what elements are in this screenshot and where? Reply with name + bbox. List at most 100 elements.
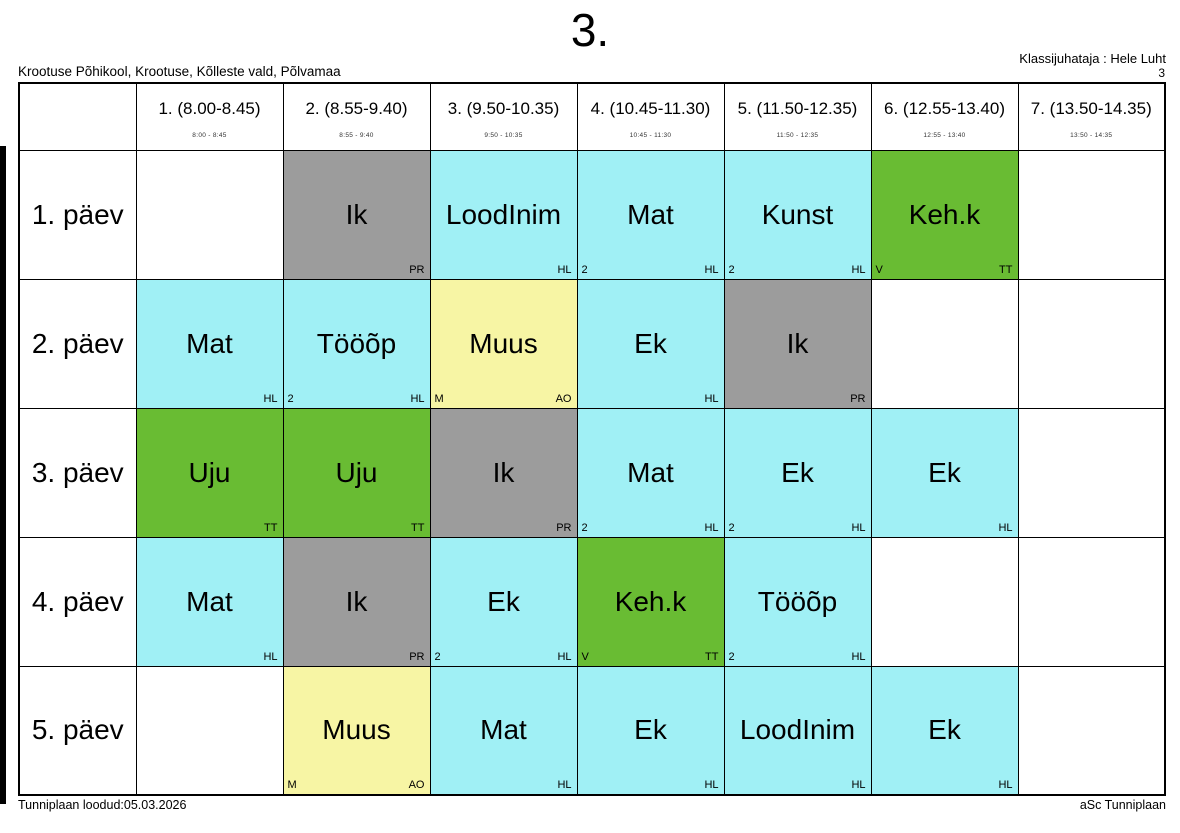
- lesson-cell: Muus M AO: [282, 665, 431, 796]
- period-time: 9:50 - 10:35: [484, 131, 523, 139]
- lesson-subject: Tööõp: [316, 327, 397, 359]
- footer-brand: aSc Tunniplaan: [1079, 798, 1166, 812]
- timetable-row: 4. päev Mat HL Ik PR Ek 2 HL Keh.k V TT Tööõp 2 HL: [18, 536, 1166, 667]
- day-label: 5. päev: [18, 665, 137, 796]
- corner-cell: [18, 82, 137, 151]
- timetable-row: 5. päev Muus M AO Mat HL Ek HL LoodInim HL Ek HL: [18, 665, 1166, 796]
- day-label: 1. päev: [18, 149, 137, 280]
- lesson-subject: Ek: [487, 585, 520, 617]
- teacher-code: HL: [704, 392, 719, 405]
- lesson-subject: Ek: [634, 327, 667, 359]
- teacher-code: AO: [555, 392, 572, 405]
- lesson-cell: Uju TT: [282, 407, 431, 538]
- lesson-cell: Ik PR: [282, 536, 431, 667]
- teacher-code: HL: [557, 779, 572, 791]
- teacher-code: TT: [705, 650, 719, 663]
- empty-cell: [870, 278, 1019, 409]
- period-label: 4. (10.45-11.30): [590, 98, 711, 118]
- period-header: 7. (13.50-14.35) 13:50 - 14:35: [1017, 82, 1166, 151]
- lesson-cell: LoodInim HL: [723, 665, 872, 796]
- lesson-subject: Ek: [928, 456, 961, 488]
- timetable-row: 2. päev Mat HL Tööõp 2 HL Muus M AO Ek HL Ik PR: [18, 278, 1166, 409]
- lesson-cell: Ek 2 HL: [723, 407, 872, 538]
- teacher-code: PR: [850, 392, 866, 405]
- lesson-cell: Ik PR: [723, 278, 872, 409]
- teacher-code: HL: [704, 263, 719, 276]
- group-code: V: [875, 263, 883, 276]
- lesson-subject: Muus: [322, 714, 391, 746]
- group-code: 2: [728, 650, 735, 663]
- empty-cell: [135, 665, 284, 796]
- group-code: M: [287, 779, 297, 791]
- lesson-subject: Tööõp: [757, 585, 838, 617]
- lesson-cell: Ek HL: [870, 407, 1019, 538]
- header-row: 1. (8.00-8.45) 8:00 - 8:45 2. (8.55-9.40) 8…: [18, 82, 1166, 151]
- empty-cell: [1017, 149, 1166, 280]
- teacher-code: HL: [704, 779, 719, 791]
- lesson-cell: Ek HL: [870, 665, 1019, 796]
- group-code: 2: [434, 650, 441, 663]
- teacher-code: HL: [557, 263, 572, 276]
- teacher-code: TT: [999, 263, 1013, 276]
- lesson-cell: Tööõp 2 HL: [723, 536, 872, 667]
- group-code: 2: [287, 392, 294, 405]
- lesson-subject: Keh.k: [908, 198, 981, 230]
- teacher-code: HL: [851, 650, 866, 663]
- lesson-subject: Mat: [480, 714, 527, 746]
- group-code: 2: [581, 263, 588, 276]
- teacher-code: HL: [851, 521, 866, 534]
- class-number: 3: [1158, 66, 1165, 80]
- period-time: 8:00 - 8:45: [192, 131, 227, 139]
- teacher-code: HL: [998, 779, 1013, 791]
- lesson-cell: Ik PR: [282, 149, 431, 280]
- period-label: 5. (11.50-12.35): [737, 98, 858, 118]
- timetable-row: 1. päev Ik PR LoodInim HL Mat 2 HL Kunst 2 HL Keh.k…: [18, 149, 1166, 280]
- lesson-cell: Tööõp 2 HL: [282, 278, 431, 409]
- day-label: 4. päev: [18, 536, 137, 667]
- period-label: 6. (12.55-13.40): [884, 98, 1005, 118]
- lesson-cell: Kunst 2 HL: [723, 149, 872, 280]
- lesson-cell: Uju TT: [135, 407, 284, 538]
- period-time: 12:55 - 13:40: [923, 131, 966, 139]
- group-code: 2: [728, 263, 735, 276]
- lesson-subject: Ek: [928, 714, 961, 746]
- teacher-code: TT: [264, 521, 278, 534]
- lesson-cell: Mat 2 HL: [576, 149, 725, 280]
- group-code: 2: [728, 521, 735, 534]
- lesson-cell: Mat HL: [135, 536, 284, 667]
- timetable-row: 3. päev Uju TT Uju TT Ik PR Mat 2 HL Ek 2 HL Ek HL: [18, 407, 1166, 538]
- lesson-cell: Mat HL: [135, 278, 284, 409]
- lesson-subject: Kunst: [761, 198, 834, 230]
- teacher-code: HL: [704, 521, 719, 534]
- lesson-subject: Ik: [786, 327, 809, 359]
- teacher-code: HL: [557, 650, 572, 663]
- lesson-cell: Muus M AO: [429, 278, 578, 409]
- lesson-cell: Keh.k V TT: [870, 149, 1019, 280]
- period-time: 11:50 - 12:35: [776, 131, 819, 139]
- period-time: 8:55 - 9:40: [339, 131, 374, 139]
- teacher-code: HL: [410, 392, 425, 405]
- empty-cell: [1017, 536, 1166, 667]
- lesson-subject: Ik: [345, 198, 368, 230]
- lesson-cell: Ik PR: [429, 407, 578, 538]
- lesson-cell: LoodInim HL: [429, 149, 578, 280]
- day-label: 2. päev: [18, 278, 137, 409]
- period-label: 1. (8.00-8.45): [158, 98, 261, 118]
- teacher-code: HL: [263, 650, 278, 663]
- period-header: 5. (11.50-12.35) 11:50 - 12:35: [723, 82, 872, 151]
- period-label: 7. (13.50-14.35): [1030, 98, 1152, 118]
- lesson-subject: Ek: [634, 714, 667, 746]
- teacher-code: HL: [851, 779, 866, 791]
- timetable-grid: 1. (8.00-8.45) 8:00 - 8:45 2. (8.55-9.40) 8…: [18, 82, 1166, 796]
- footer-created-date: Tunniplaan loodud:05.03.2026: [18, 798, 187, 812]
- lesson-subject: Mat: [627, 198, 674, 230]
- empty-cell: [870, 536, 1019, 667]
- period-header: 1. (8.00-8.45) 8:00 - 8:45: [135, 82, 284, 151]
- lesson-cell: Ek 2 HL: [429, 536, 578, 667]
- teacher-code: AO: [408, 779, 425, 791]
- lesson-subject: Uju: [188, 456, 231, 488]
- period-header: 4. (10.45-11.30) 10:45 - 11:30: [576, 82, 725, 151]
- teacher-code: HL: [263, 392, 278, 405]
- class-teacher-label: Klassijuhataja : Hele Luht: [1019, 51, 1166, 66]
